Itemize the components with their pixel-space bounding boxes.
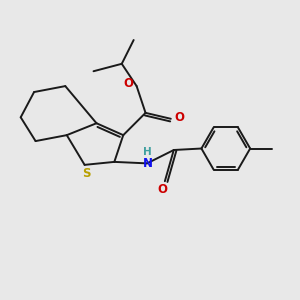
- Text: O: O: [174, 111, 184, 124]
- Text: S: S: [82, 167, 90, 180]
- Text: N: N: [142, 158, 153, 170]
- Text: O: O: [123, 76, 133, 90]
- Text: H: H: [143, 147, 152, 157]
- Text: O: O: [157, 183, 167, 196]
